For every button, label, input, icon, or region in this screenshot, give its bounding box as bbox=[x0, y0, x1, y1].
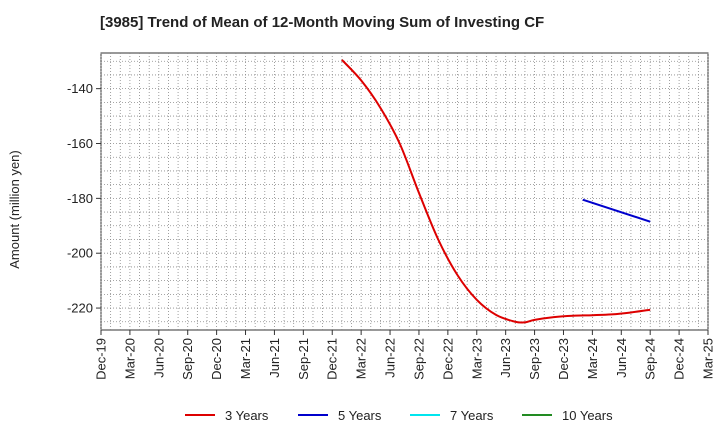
x-tick-label: Jun-22 bbox=[383, 338, 398, 378]
legend: 3 Years 5 Years 7 Years 10 Years bbox=[0, 404, 720, 426]
x-tick-label: Sep-22 bbox=[411, 338, 426, 380]
y-tick-label: -200 bbox=[67, 246, 93, 261]
legend-swatch bbox=[185, 414, 215, 416]
legend-swatch bbox=[522, 414, 552, 416]
x-tick-label: Dec-22 bbox=[440, 338, 455, 380]
x-tick-label: Mar-24 bbox=[585, 338, 600, 379]
chart-title: [3985] Trend of Mean of 12-Month Moving … bbox=[100, 14, 545, 31]
x-tick-label: Mar-21 bbox=[238, 338, 253, 379]
x-tick-label: Jun-20 bbox=[151, 338, 166, 378]
legend-label: 3 Years bbox=[225, 407, 269, 423]
legend-swatch bbox=[298, 414, 328, 416]
legend-item-3-years: 3 Years bbox=[185, 404, 268, 426]
legend-item-7-years: 7 Years bbox=[410, 404, 493, 426]
x-tick-label: Sep-21 bbox=[296, 338, 311, 380]
y-tick-label: -220 bbox=[67, 301, 93, 316]
x-tick-label: Dec-23 bbox=[556, 338, 571, 380]
legend-label: 7 Years bbox=[450, 407, 494, 423]
legend-label: 5 Years bbox=[338, 407, 382, 423]
x-tick-label: Sep-23 bbox=[527, 338, 542, 380]
series-line-5-years bbox=[582, 198, 651, 223]
x-tick-label: Jun-21 bbox=[267, 338, 282, 378]
x-tick-label: Mar-23 bbox=[469, 338, 484, 379]
legend-item-10-years: 10 Years bbox=[522, 404, 613, 426]
legend-label: 10 Years bbox=[562, 407, 613, 423]
legend-item-5-years: 5 Years bbox=[298, 404, 381, 426]
x-tick-label: Dec-19 bbox=[94, 338, 109, 380]
y-tick-label: -180 bbox=[67, 191, 93, 206]
x-tick-label: Jun-23 bbox=[498, 338, 513, 378]
x-tick-label: Mar-25 bbox=[701, 338, 716, 379]
y-axis-label: Amount (million yen) bbox=[7, 150, 22, 269]
x-tick-label: Dec-24 bbox=[672, 338, 687, 380]
x-tick-label: Sep-20 bbox=[180, 338, 195, 380]
x-tick-label: Dec-21 bbox=[325, 338, 340, 380]
x-tick-label: Dec-20 bbox=[209, 338, 224, 380]
x-tick-label: Sep-24 bbox=[643, 338, 658, 380]
plot-area bbox=[100, 52, 709, 331]
x-tick-label: Jun-24 bbox=[614, 338, 629, 378]
legend-swatch bbox=[410, 414, 440, 416]
x-tick-label: Mar-22 bbox=[354, 338, 369, 379]
y-tick-label: -140 bbox=[67, 81, 93, 96]
series-line-3-years bbox=[341, 59, 651, 324]
y-tick-label: -160 bbox=[67, 136, 93, 151]
x-tick-label: Mar-20 bbox=[122, 338, 137, 379]
